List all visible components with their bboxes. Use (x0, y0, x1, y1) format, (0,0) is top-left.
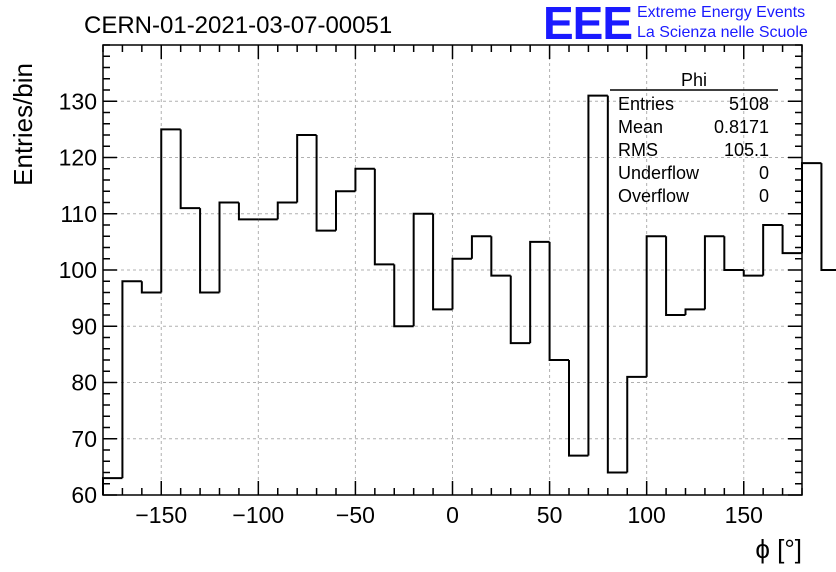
histogram-bin (432, 213, 453, 311)
stats-row-label: Mean (618, 117, 663, 137)
histogram-bin (587, 94, 608, 456)
stats-row-value: 0 (759, 186, 769, 206)
x-tick-label: 150 (725, 502, 763, 528)
x-tick-label: 100 (627, 502, 665, 528)
histogram-bin (665, 236, 686, 316)
histogram-bin (568, 360, 589, 457)
histogram-bin (237, 202, 259, 221)
stats-box: Phi Entries 5108 Mean 0.8171 RMS 105.1 U… (610, 70, 778, 206)
x-tick-label: 0 (446, 502, 459, 528)
histogram-bin (801, 162, 822, 254)
stats-row-value: 5108 (729, 94, 769, 114)
histogram-bin (742, 270, 764, 277)
stats-row-label: Entries (618, 94, 674, 114)
histogram-bin (199, 208, 220, 294)
histogram-bin (315, 135, 336, 232)
histogram-bin (626, 375, 647, 473)
axis-ticks (102, 44, 803, 496)
plot-title: CERN-01-2021-03-07-00051 (84, 12, 393, 39)
stats-row-value: 0 (759, 163, 769, 183)
histogram-bin (451, 257, 472, 310)
histogram-bin (218, 201, 239, 293)
histogram-bin (179, 129, 201, 210)
y-axis-title: Entries/bin (8, 63, 38, 186)
histogram-bin (296, 134, 317, 203)
stats-row-label: Overflow (618, 186, 690, 206)
histogram-series (102, 94, 836, 495)
histogram-bin (140, 281, 162, 294)
y-tick-label: 110 (60, 201, 97, 227)
histogram-bin (393, 264, 414, 328)
histogram-bin (781, 225, 802, 255)
histogram-bin (548, 241, 569, 361)
histogram-bin (645, 235, 667, 377)
histogram-bin (606, 95, 628, 474)
histogram-bin (762, 224, 783, 276)
x-axis-title: ϕ [°] (755, 534, 802, 564)
y-tick-label: 130 (59, 88, 97, 114)
histogram-bin (509, 275, 531, 345)
y-tick-label: 90 (71, 313, 97, 339)
histogram-bin (684, 308, 705, 315)
histogram-bin (490, 236, 511, 277)
histogram-bin (723, 236, 744, 271)
eee-logo: EEE (543, 0, 633, 49)
histogram-bin (276, 201, 298, 220)
x-tick-label: 50 (537, 502, 563, 528)
histogram-bin (102, 477, 123, 495)
eee-logo-line1: Extreme Energy Events (637, 4, 806, 21)
stats-row-label: Underflow (618, 163, 700, 183)
histogram-bin (373, 168, 395, 266)
histogram-bin (820, 163, 836, 271)
histogram-bin (354, 167, 375, 192)
eee-logo-line2: La Scienza nelle Scuole (637, 24, 808, 41)
stats-name: Phi (681, 70, 707, 90)
y-tick-label: 70 (71, 426, 97, 452)
histogram-bin (335, 190, 356, 231)
x-tick-label: −100 (232, 502, 284, 528)
y-tick-label: 60 (71, 482, 97, 508)
histogram-bin (121, 280, 142, 479)
axis-labels: −150 −100 −50 0 50 100 150 60 70 80 90 100 110 120 130 (59, 88, 763, 528)
stats-row-value: 105.1 (724, 140, 769, 160)
stats-row-label: RMS (618, 140, 658, 160)
y-tick-label: 100 (59, 257, 97, 283)
histogram-bin (529, 240, 550, 344)
x-tick-label: −50 (336, 502, 375, 528)
histogram-bin (703, 235, 725, 310)
histogram-bin (160, 128, 181, 293)
histogram-bin (470, 235, 492, 259)
histogram-bin (412, 212, 434, 327)
y-tick-label: 80 (71, 370, 97, 396)
y-tick-label: 120 (59, 145, 97, 171)
x-tick-label: −150 (135, 502, 187, 528)
stats-row-value: 0.8171 (714, 117, 769, 137)
